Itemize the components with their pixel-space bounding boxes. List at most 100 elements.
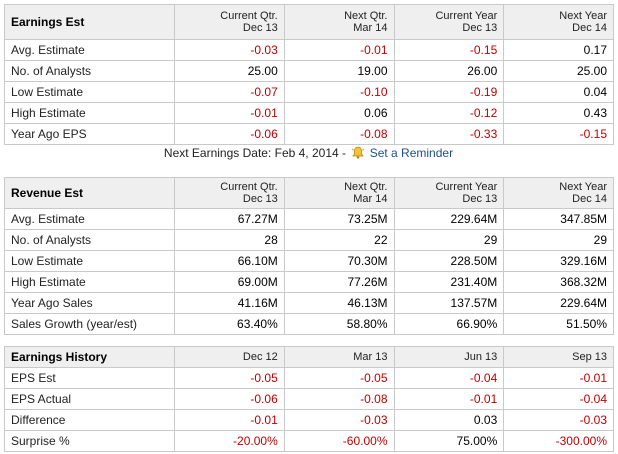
column-header: Current Qtr. Dec 13 (174, 4, 285, 40)
row-label: Avg. Estimate (4, 208, 175, 230)
cell-value: -0.03 (283, 409, 395, 431)
table-row: EPS Est -0.05 -0.05 -0.04 -0.01 (4, 367, 614, 389)
table-row: High Estimate 69.00M 77.26M 231.40M 368.… (4, 271, 614, 293)
cell-value: 137.57M (393, 292, 505, 314)
cell-value: 25.00 (503, 60, 614, 82)
row-label: Low Estimate (4, 81, 175, 103)
cell-value: -20.00% (174, 430, 285, 452)
cell-value: -0.33 (393, 123, 505, 145)
table-header-row: Revenue Est Current Qtr. Dec 13 Next Qtr.… (4, 177, 614, 209)
cell-value: 63.40% (174, 313, 285, 335)
cell-value: -0.10 (283, 81, 395, 103)
row-label: Low Estimate (4, 250, 175, 272)
earnings-est-title: Earnings Est (4, 4, 175, 40)
column-header: Current Year Dec 13 (393, 177, 505, 209)
row-label: Year Ago EPS (4, 123, 175, 145)
set-reminder-link[interactable]: Set a Reminder (369, 146, 454, 160)
cell-value: -0.19 (393, 81, 505, 103)
cell-value: -0.05 (283, 367, 395, 389)
row-label: No. of Analysts (4, 229, 175, 251)
table-header-row: Earnings History Dec 12 Mar 13 Jun 13 Se… (4, 346, 614, 368)
cell-value: -0.01 (283, 39, 395, 61)
cell-value: 329.16M (503, 250, 614, 272)
cell-value: -0.01 (503, 367, 614, 389)
cell-value: -0.04 (393, 367, 505, 389)
table-row: Avg. Estimate -0.03 -0.01 -0.15 0.17 (4, 39, 614, 61)
cell-value: 41.16M (174, 292, 285, 314)
cell-value: -0.04 (503, 388, 614, 410)
earnings-est-table: Earnings Est Current Qtr. Dec 13 Next Qtr… (4, 4, 614, 145)
cell-value: 58.80% (283, 313, 395, 335)
column-header: Next Year Dec 14 (503, 4, 614, 40)
table-row: Sales Growth (year/est) 63.40% 58.80% 66… (4, 313, 614, 335)
column-header: Next Year Dec 14 (503, 177, 614, 209)
row-label: High Estimate (4, 271, 175, 293)
cell-value: -0.01 (174, 102, 285, 124)
table-row: High Estimate -0.01 0.06 -0.12 0.43 (4, 102, 614, 124)
cell-value: 26.00 (393, 60, 505, 82)
cell-value: 228.50M (393, 250, 505, 272)
cell-value: -0.05 (174, 367, 285, 389)
table-row: EPS Actual -0.06 -0.08 -0.01 -0.04 (4, 388, 614, 410)
row-label: EPS Est (4, 367, 175, 389)
row-label: Year Ago Sales (4, 292, 175, 314)
column-header: Jun 13 (393, 346, 505, 368)
cell-value: -0.15 (393, 39, 505, 61)
cell-value: -0.06 (174, 388, 285, 410)
cell-value: -0.03 (174, 39, 285, 61)
row-label: Sales Growth (year/est) (4, 313, 175, 335)
next-earnings-date: Next Earnings Date: Feb 4, 2014 - Set a … (4, 146, 613, 160)
row-label: Difference (4, 409, 175, 431)
cell-value: 231.40M (393, 271, 505, 293)
cell-value: 19.00 (283, 60, 395, 82)
cell-value: -0.12 (393, 102, 505, 124)
bell-icon[interactable] (351, 146, 365, 159)
cell-value: -300.00% (503, 430, 614, 452)
cell-value: -0.06 (174, 123, 285, 145)
cell-value: 77.26M (283, 271, 395, 293)
cell-value: 22 (283, 229, 395, 251)
column-header: Mar 13 (283, 346, 395, 368)
cell-value: -0.03 (503, 409, 614, 431)
cell-value: -0.08 (283, 388, 395, 410)
cell-value: 69.00M (174, 271, 285, 293)
row-label: High Estimate (4, 102, 175, 124)
cell-value: -0.08 (283, 123, 395, 145)
table-row: Year Ago Sales 41.16M 46.13M 137.57M 229… (4, 292, 614, 314)
next-earnings-text: Next Earnings Date: Feb 4, 2014 - (163, 146, 347, 160)
cell-value: 347.85M (503, 208, 614, 230)
cell-value: 29 (393, 229, 505, 251)
table-row: Low Estimate -0.07 -0.10 -0.19 0.04 (4, 81, 614, 103)
cell-value: 0.03 (393, 409, 505, 431)
row-label: Surprise % (4, 430, 175, 452)
cell-value: 0.06 (283, 102, 395, 124)
cell-value: 73.25M (283, 208, 395, 230)
cell-value: 70.30M (283, 250, 395, 272)
table-row: No. of Analysts 28 22 29 29 (4, 229, 614, 251)
table-row: Surprise % -20.00% -60.00% 75.00% -300.0… (4, 430, 614, 452)
table-row: Difference -0.01 -0.03 0.03 -0.03 (4, 409, 614, 431)
cell-value: 66.10M (174, 250, 285, 272)
cell-value: 0.04 (503, 81, 614, 103)
cell-value: -0.07 (174, 81, 285, 103)
earnings-history-title: Earnings History (4, 346, 175, 368)
cell-value: 229.64M (393, 208, 505, 230)
cell-value: 28 (174, 229, 285, 251)
cell-value: 75.00% (393, 430, 505, 452)
cell-value: 66.90% (393, 313, 505, 335)
cell-value: 67.27M (174, 208, 285, 230)
column-header: Next Qtr. Mar 14 (283, 4, 395, 40)
column-header: Current Qtr. Dec 13 (174, 177, 285, 209)
table-row: Year Ago EPS -0.06 -0.08 -0.33 -0.15 (4, 123, 614, 145)
row-label: EPS Actual (4, 388, 175, 410)
cell-value: 229.64M (503, 292, 614, 314)
earnings-history-table: Earnings History Dec 12 Mar 13 Jun 13 Se… (4, 346, 614, 452)
cell-value: 51.50% (503, 313, 614, 335)
cell-value: 0.17 (503, 39, 614, 61)
cell-value: 46.13M (283, 292, 395, 314)
column-header: Dec 12 (174, 346, 285, 368)
cell-value: 368.32M (503, 271, 614, 293)
cell-value: -0.01 (174, 409, 285, 431)
cell-value: 25.00 (174, 60, 285, 82)
revenue-est-table: Revenue Est Current Qtr. Dec 13 Next Qtr.… (4, 177, 614, 335)
